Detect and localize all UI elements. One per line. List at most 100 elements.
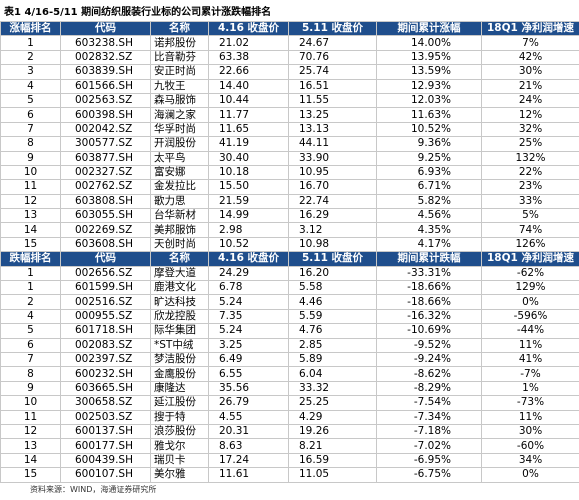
data-row: 3 603839.SH 安正时尚 22.66 25.74 13.59% 30%	[0, 64, 579, 80]
data-row: 5 002563.SZ 森马服饰 10.44 11.55 12.03% 24%	[0, 92, 579, 109]
cell: 5%	[481, 208, 579, 224]
cell: 5.58	[288, 280, 377, 296]
cell: 11	[0, 409, 61, 425]
cell: 康隆达	[150, 380, 209, 397]
cell: 33.32	[288, 380, 377, 397]
cell: 23%	[481, 179, 579, 195]
cell: 126%	[481, 236, 579, 253]
data-row: 1 002656.SZ 摩登大道 24.29 16.20 -33.31% -62%	[0, 265, 579, 282]
header-cell: 4.16 收盘价	[208, 20, 289, 37]
cell: -7%	[481, 366, 579, 382]
data-row: 8 600232.SH 金鹰股份 6.55 6.04 -8.62% -7%	[0, 366, 579, 382]
cell: 10	[0, 164, 61, 181]
cell: 24.67	[288, 35, 377, 51]
cell: 金发拉比	[150, 179, 209, 195]
cell: 10.52	[208, 236, 289, 253]
cell: -60%	[481, 438, 579, 454]
cell: 10.44	[208, 92, 289, 109]
cell: 12%	[481, 107, 579, 123]
cell: -596%	[481, 308, 579, 325]
cell: 6	[0, 337, 61, 353]
cell: -6.95%	[376, 452, 482, 469]
cell: 6.78	[208, 280, 289, 296]
cell: 603665.SH	[60, 380, 151, 397]
cell: 14	[0, 452, 61, 469]
cell: 34%	[481, 452, 579, 469]
cell: 8	[0, 366, 61, 382]
cell: 10.98	[288, 236, 377, 253]
cell: 002516.SZ	[60, 294, 151, 310]
cell: 森马服饰	[150, 92, 209, 109]
cell: 台华新材	[150, 208, 209, 224]
cell: -9.52%	[376, 337, 482, 353]
data-row: 2 002832.SZ 比音勒芬 63.38 70.76 13.95% 42%	[0, 49, 579, 66]
data-row: 15 600107.SH 美尔雅 11.61 11.05 -6.75% 0%	[0, 467, 579, 483]
cell: 7%	[481, 35, 579, 51]
cell: 16.59	[288, 452, 377, 469]
cell: 5	[0, 92, 61, 109]
cell: 13.95%	[376, 49, 482, 66]
header-cell: 跌幅排名	[0, 251, 61, 267]
cell: 鹿港文化	[150, 280, 209, 296]
cell: 浪莎股份	[150, 423, 209, 440]
cell: 41%	[481, 351, 579, 368]
cell: 002269.SZ	[60, 222, 151, 238]
cell: 42%	[481, 49, 579, 66]
cell: 12.93%	[376, 78, 482, 94]
cell: 7.35	[208, 308, 289, 325]
cell: 10	[0, 395, 61, 411]
data-row: 14 002269.SZ 美邦服饰 2.98 3.12 4.35% 74%	[0, 222, 579, 238]
cell: 002656.SZ	[60, 265, 151, 282]
cell: -7.34%	[376, 409, 482, 425]
cell: 3	[0, 64, 61, 80]
cell: 8.21	[288, 438, 377, 454]
cell: 22.74	[288, 193, 377, 210]
data-row: 7 002042.SZ 华孚时尚 11.65 13.13 10.52% 32%	[0, 121, 579, 138]
cell: 600137.SH	[60, 423, 151, 440]
cell: 4	[0, 308, 61, 325]
cell: 5.24	[208, 323, 289, 339]
cell: 24.29	[208, 265, 289, 282]
cell: 延江股份	[150, 395, 209, 411]
cell: 603608.SH	[60, 236, 151, 253]
cell: 63.38	[208, 49, 289, 66]
data-row: 1 601599.SH 鹿港文化 6.78 5.58 -18.66% 129%	[0, 280, 579, 296]
header-cell: 期间累计涨幅	[376, 20, 482, 37]
cell: 4.46	[288, 294, 377, 310]
cell: 22%	[481, 164, 579, 181]
cell: 600232.SH	[60, 366, 151, 382]
cell: 002083.SZ	[60, 337, 151, 353]
cell: -8.29%	[376, 380, 482, 397]
data-row: 6 600398.SH 海澜之家 11.77 13.25 11.63% 12%	[0, 107, 579, 123]
cell: 600177.SH	[60, 438, 151, 454]
cell: 20.31	[208, 423, 289, 440]
cell: -7.02%	[376, 438, 482, 454]
cell: 14	[0, 222, 61, 238]
header-cell: 代码	[60, 251, 151, 267]
cell: 30.40	[208, 150, 289, 166]
cell: -9.24%	[376, 351, 482, 368]
cell: 金鹰股份	[150, 366, 209, 382]
header-row: 涨幅排名 代码 名称 4.16 收盘价 5.11 收盘价 期间累计涨幅 18Q1 净利润增速	[0, 20, 579, 37]
cell: 6	[0, 107, 61, 123]
data-row: 6 002083.SZ *ST中绒 3.25 2.85 -9.52% 11%	[0, 337, 579, 353]
cell: 4.29	[288, 409, 377, 425]
cell: 11%	[481, 337, 579, 353]
cell: 5.82%	[376, 193, 482, 210]
cell: 002042.SZ	[60, 121, 151, 138]
cell: 14.40	[208, 78, 289, 94]
cell: 6.71%	[376, 179, 482, 195]
cell: 1%	[481, 380, 579, 397]
cell: 1	[0, 280, 61, 296]
data-row: 7 002397.SZ 梦洁股份 6.49 5.89 -9.24% 41%	[0, 351, 579, 368]
cell: 10.95	[288, 164, 377, 181]
data-row: 4 601566.SH 九牧王 14.40 16.51 12.93% 21%	[0, 78, 579, 94]
cell: 41.19	[208, 136, 289, 152]
cell: 12	[0, 423, 61, 440]
cell: 2	[0, 49, 61, 66]
cell: 35.56	[208, 380, 289, 397]
cell: 8	[0, 136, 61, 152]
cell: 15	[0, 236, 61, 253]
cell: -44%	[481, 323, 579, 339]
cell: 12	[0, 193, 61, 210]
